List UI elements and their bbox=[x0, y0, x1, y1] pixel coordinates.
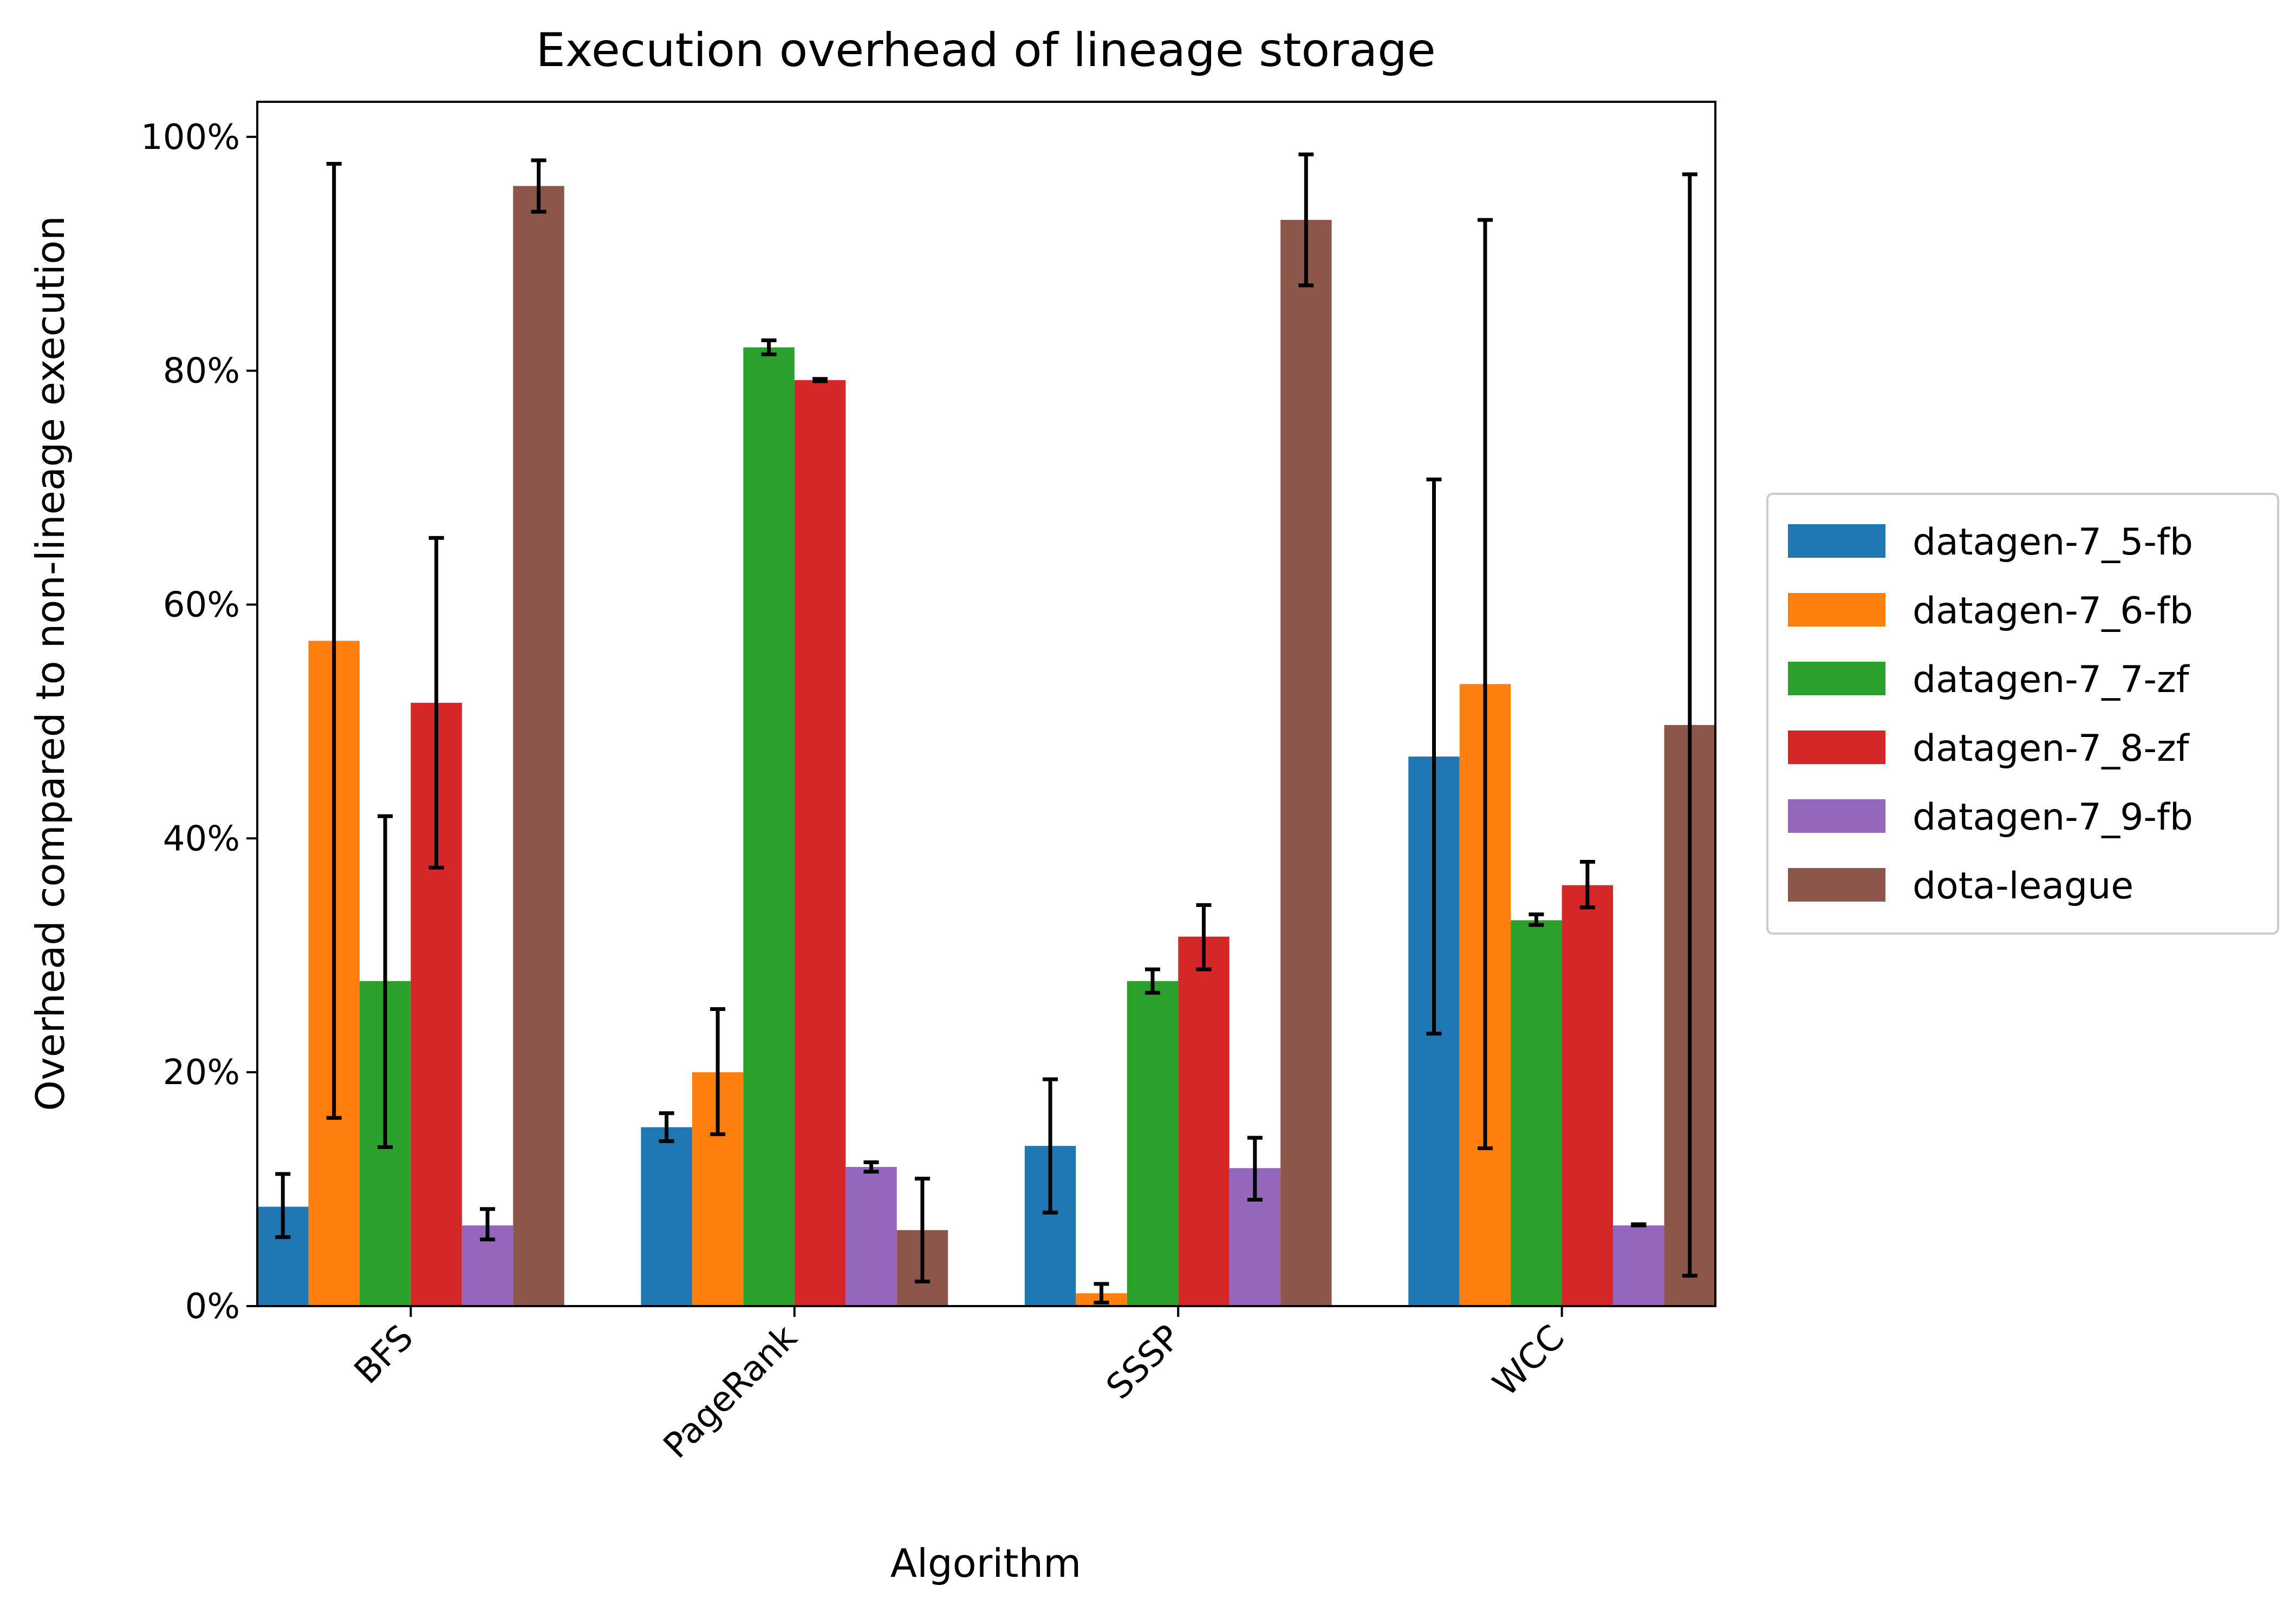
error-bar bbox=[1196, 903, 1212, 971]
error-bar bbox=[1426, 477, 1442, 1036]
error-bar bbox=[1043, 1077, 1058, 1215]
legend-swatch bbox=[1788, 524, 1885, 558]
error-bar bbox=[761, 338, 777, 356]
error-bar bbox=[531, 158, 547, 214]
x-axis-label: Algorithm bbox=[890, 1541, 1082, 1586]
legend-label: dota-league bbox=[1913, 865, 2134, 908]
error-bar bbox=[812, 377, 828, 383]
legend: datagen-7_5-fb datagen-7_6-fb datagen-7_7-… bbox=[1766, 493, 2279, 935]
error-bar bbox=[1298, 152, 1314, 288]
y-tick-label: 60% bbox=[163, 585, 240, 625]
chart-title: Execution overhead of lineage storage bbox=[536, 23, 1435, 77]
y-tick-label: 20% bbox=[163, 1053, 240, 1093]
legend-label: datagen-7_5-fb bbox=[1913, 521, 2193, 564]
error-bar bbox=[863, 1160, 879, 1174]
error-bar bbox=[480, 1207, 496, 1242]
bar-pagerank-2 bbox=[743, 347, 795, 1306]
y-axis-label: Overhead compared to non-lineage executi… bbox=[28, 216, 73, 1111]
error-bar bbox=[428, 536, 444, 870]
legend-label: datagen-7_7-zf bbox=[1913, 658, 2190, 701]
error-bar bbox=[1631, 1222, 1647, 1228]
legend-label: datagen-7_9-fb bbox=[1913, 796, 2193, 839]
error-bar bbox=[914, 1177, 930, 1284]
legend-swatch bbox=[1788, 662, 1885, 695]
bar-bfs-5 bbox=[513, 186, 564, 1306]
legend-swatch bbox=[1788, 868, 1885, 902]
error-bar bbox=[1682, 172, 1697, 1278]
error-bar bbox=[326, 161, 342, 1120]
bar-sssp-2 bbox=[1127, 981, 1179, 1306]
legend-swatch bbox=[1788, 799, 1885, 833]
legend-label: datagen-7_8-zf bbox=[1913, 727, 2190, 770]
bar-wcc-2 bbox=[1511, 920, 1562, 1306]
bar-pagerank-0 bbox=[641, 1127, 692, 1306]
plot-area bbox=[257, 152, 1715, 1306]
bar-pagerank-4 bbox=[845, 1167, 897, 1306]
error-bar bbox=[659, 1111, 674, 1144]
plot-frame bbox=[256, 101, 1716, 1307]
y-tick-label: 100% bbox=[141, 118, 240, 158]
error-bar bbox=[1477, 218, 1493, 1151]
error-bar bbox=[710, 1007, 726, 1137]
bar-wcc-3 bbox=[1562, 885, 1614, 1306]
y-tick-label: 0% bbox=[185, 1287, 240, 1327]
error-bar bbox=[1094, 1282, 1109, 1305]
y-tick-label: 80% bbox=[163, 351, 240, 392]
error-bar bbox=[378, 814, 393, 1149]
legend-box bbox=[1766, 493, 2279, 935]
error-bar bbox=[1579, 859, 1595, 910]
error-bar bbox=[1247, 1136, 1263, 1202]
legend-label: datagen-7_6-fb bbox=[1913, 590, 2193, 632]
error-bar bbox=[1144, 967, 1160, 995]
legend-swatch bbox=[1788, 593, 1885, 627]
bar-sssp-5 bbox=[1280, 220, 1332, 1306]
legend-swatch bbox=[1788, 730, 1885, 764]
y-tick-label: 40% bbox=[163, 819, 240, 859]
bar-wcc-4 bbox=[1613, 1225, 1664, 1306]
error-bar bbox=[275, 1172, 291, 1239]
bar-sssp-3 bbox=[1178, 936, 1230, 1306]
bar-pagerank-3 bbox=[794, 380, 846, 1306]
error-bar bbox=[1529, 912, 1544, 927]
